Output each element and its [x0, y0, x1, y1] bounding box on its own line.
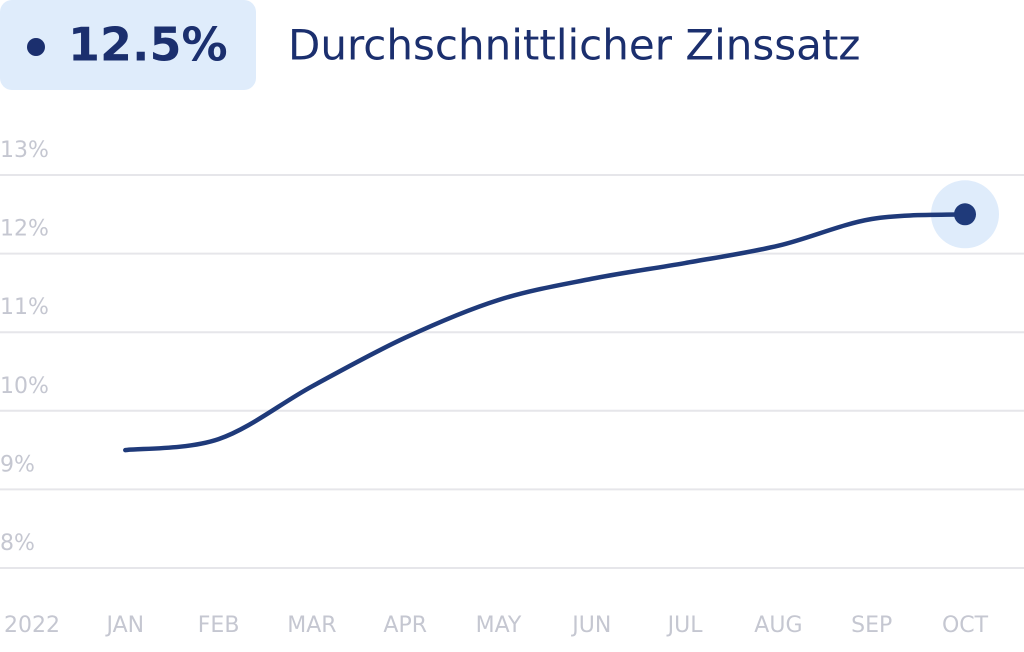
x-tick-label: MAR — [287, 613, 336, 638]
badge-dot — [27, 38, 45, 56]
x-tick-label: APR — [383, 613, 427, 638]
chart-title: Durchschnittlicher Zinssatz — [288, 21, 860, 70]
value-badge — [0, 0, 256, 90]
y-tick-label: 12% — [0, 217, 49, 242]
line — [123, 212, 968, 453]
end-point — [954, 203, 976, 226]
y-tick-label: 10% — [0, 374, 49, 399]
y-tick-label: 11% — [0, 295, 49, 320]
x-tick-label: 2022 — [4, 613, 60, 638]
x-tick-label: JUN — [570, 613, 611, 638]
x-tick-label: AUG — [754, 613, 802, 638]
y-tick-label: 13% — [0, 138, 49, 163]
x-tick-label: FEB — [198, 613, 240, 638]
x-tick-label: JUL — [666, 613, 704, 638]
x-tick-label: SEP — [851, 613, 892, 638]
x-tick-label: JAN — [104, 613, 144, 638]
y-tick-label: 8% — [0, 531, 35, 556]
badge-value: 12.5% — [68, 18, 228, 72]
y-tick-label: 9% — [0, 452, 35, 477]
x-tick-label: OCT — [942, 613, 989, 638]
x-tick-label: MAY — [476, 613, 522, 638]
